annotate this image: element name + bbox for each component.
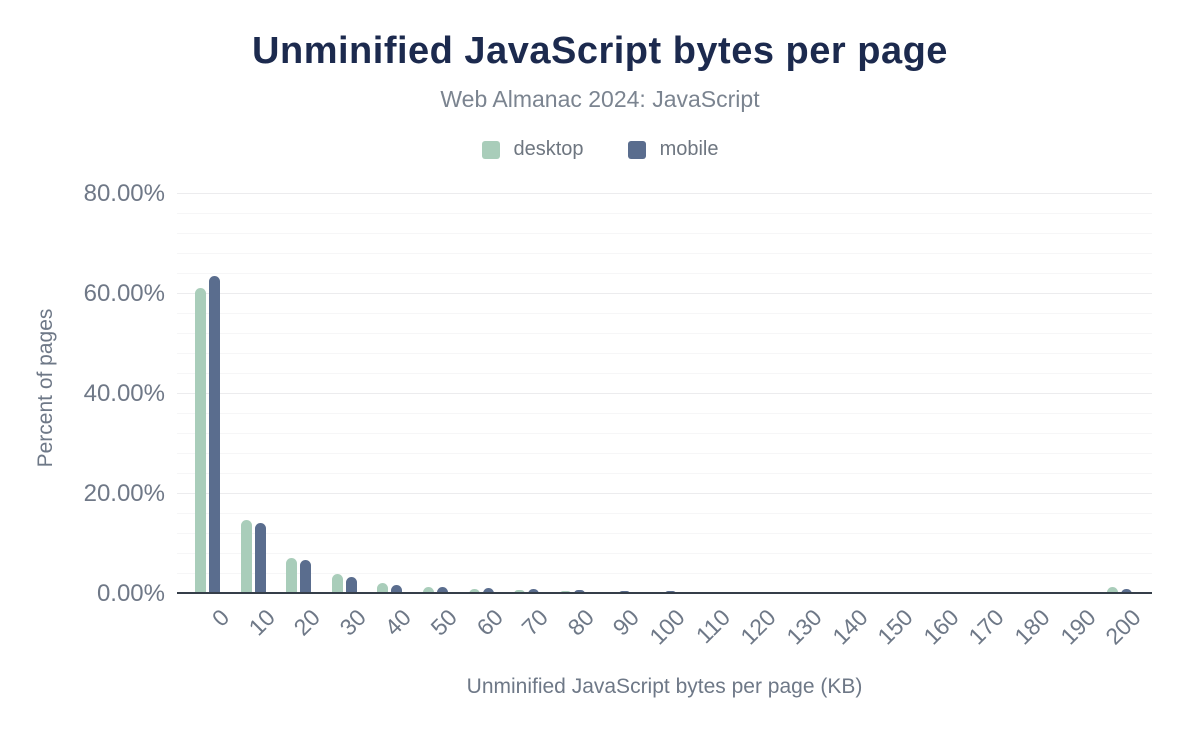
x-tick-label: 20: [288, 604, 326, 641]
x-tick-label: 90: [607, 604, 645, 641]
x-tick-label: 170: [963, 604, 1010, 650]
legend: desktop mobile: [0, 138, 1200, 161]
x-axis-line: [177, 592, 1152, 594]
y-tick-label: 20.00%: [83, 480, 165, 507]
bar-mobile-60[interactable]: [482, 588, 494, 594]
major-gridline: [177, 493, 1152, 494]
x-tick-label: 100: [644, 604, 690, 650]
bar-desktop-50[interactable]: [423, 586, 434, 594]
bar-mobile-200[interactable]: [1121, 588, 1132, 594]
x-axis-title: Unminified JavaScript bytes per page (KB…: [466, 675, 863, 698]
x-tick-label: 70: [516, 604, 554, 641]
x-tick-label: 10: [243, 604, 280, 641]
x-tick-label: 160: [917, 604, 964, 650]
plot-area: [177, 178, 1152, 594]
legend-label-mobile: mobile: [659, 138, 719, 160]
y-tick-label: 40.00%: [83, 380, 165, 407]
legend-item-mobile[interactable]: mobile: [627, 138, 719, 161]
minor-gridline: [177, 453, 1152, 454]
x-tick-label: 190: [1054, 604, 1101, 650]
bar-mobile-0[interactable]: [209, 275, 220, 594]
x-tick-label: 40: [379, 604, 417, 641]
minor-gridline: [177, 233, 1152, 234]
bar-desktop-70[interactable]: [514, 589, 526, 594]
bar-mobile-30[interactable]: [345, 576, 357, 594]
bar-desktop-200[interactable]: [1107, 586, 1118, 594]
minor-gridline: [177, 413, 1152, 414]
bar-desktop-20[interactable]: [286, 557, 298, 594]
y-axis-labels: 0.00% 20.00% 40.00% 60.00% 80.00%: [0, 178, 165, 606]
bar-mobile-50[interactable]: [437, 587, 448, 594]
x-tick-label: 50: [425, 604, 462, 641]
x-tick-label: 110: [691, 604, 736, 649]
x-tick-label: 200: [1100, 604, 1146, 650]
x-tick-label: 30: [334, 604, 371, 641]
minor-gridline: [177, 213, 1152, 214]
legend-label-desktop: desktop: [513, 138, 584, 160]
bar-desktop-30[interactable]: [331, 574, 343, 594]
y-tick-label: 60.00%: [83, 280, 165, 307]
x-tick-label: 140: [826, 604, 873, 650]
legend-item-desktop[interactable]: desktop: [481, 138, 584, 161]
y-tick-label: 80.00%: [83, 180, 165, 207]
bar-desktop-40[interactable]: [377, 582, 389, 594]
bar-mobile-20[interactable]: [300, 560, 312, 594]
chart-title: Unminified JavaScript bytes per page: [252, 30, 948, 72]
minor-gridline: [177, 433, 1152, 434]
x-tick-label: 80: [562, 604, 599, 641]
mobile-swatch-icon: [627, 140, 646, 159]
y-tick-label: 0.00%: [96, 580, 165, 607]
bar-mobile-10[interactable]: [254, 523, 266, 594]
major-gridline: [177, 293, 1152, 294]
x-tick-label: 130: [781, 604, 827, 650]
minor-gridline: [177, 273, 1152, 274]
major-gridline: [177, 193, 1152, 194]
x-tick-label: 60: [471, 604, 508, 641]
minor-gridline: [177, 573, 1152, 574]
minor-gridline: [177, 513, 1152, 514]
desktop-swatch-icon: [481, 140, 500, 159]
minor-gridline: [177, 473, 1152, 474]
minor-gridline: [177, 553, 1152, 554]
minor-gridline: [177, 533, 1152, 534]
minor-gridline: [177, 253, 1152, 254]
x-tick-label: 180: [1009, 604, 1055, 650]
bar-mobile-70[interactable]: [528, 589, 540, 594]
minor-gridline: [177, 373, 1152, 374]
x-tick-label: 120: [735, 604, 782, 650]
chart-subtitle: Web Almanac 2024: JavaScript: [440, 86, 760, 112]
minor-gridline: [177, 313, 1152, 314]
bar-desktop-0[interactable]: [195, 288, 206, 594]
bar-mobile-40[interactable]: [391, 584, 403, 594]
major-gridline: [177, 393, 1152, 394]
x-tick-label: 0: [206, 604, 234, 632]
bar-desktop-60[interactable]: [468, 588, 480, 594]
minor-gridline: [177, 353, 1152, 354]
minor-gridline: [177, 333, 1152, 334]
x-axis-labels: 0 10 20 30 40 50 60 70 80 90 100 110 120 130 140 150 160…: [177, 600, 1152, 660]
x-tick-label: 150: [872, 604, 918, 650]
bar-desktop-10[interactable]: [240, 520, 252, 594]
